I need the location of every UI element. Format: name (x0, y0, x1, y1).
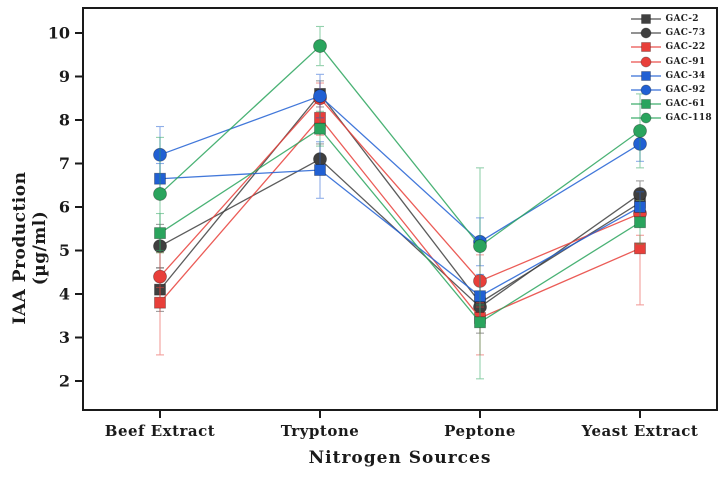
legend-label: GAC-118 (665, 113, 712, 124)
legend: GAC-2 GAC-73 GAC-22 GAC-91 GAC-34 GAC-92 GAC-6… (630, 13, 712, 124)
legend-swatch-circle-icon (630, 112, 661, 124)
legend-swatch-circle-icon (630, 56, 661, 67)
data-point-GAC-61-Yeast Extract (634, 216, 646, 229)
series-line (159, 92, 641, 304)
legend-label: GAC-73 (665, 28, 706, 39)
series-GAC-2 (154, 80, 646, 326)
x-axis-title: Nitrogen Sources (308, 448, 492, 468)
legend-label: GAC-2 (665, 14, 699, 24)
legend-item-GAC-34: GAC-34 (630, 70, 712, 82)
plot-frame (82, 7, 718, 411)
legend-item-GAC-2: GAC-2 (630, 13, 712, 25)
legend-label: GAC-92 (665, 84, 706, 95)
y-tick-label: 10 (48, 24, 70, 43)
series-GAC-91 (153, 82, 647, 308)
legend-item-GAC-91: GAC-91 (630, 56, 712, 68)
series-line (159, 169, 641, 297)
legend-item-GAC-22: GAC-22 (630, 41, 712, 53)
series-line (159, 95, 641, 243)
y-tick-label: 6 (59, 198, 70, 217)
data-point-GAC-91-Beef Extract (153, 269, 167, 284)
y-tick-label: 9 (59, 67, 70, 86)
data-point-GAC-118-Beef Extract (153, 187, 167, 201)
legend-swatch-circle-icon (630, 27, 661, 39)
x-category-label: Beef Extract (105, 422, 215, 440)
series-line (159, 127, 641, 324)
y-tick-label: 7 (59, 154, 70, 173)
legend-swatch-square-icon (630, 99, 661, 109)
legend-item-GAC-118: GAC-118 (630, 112, 712, 124)
data-point-GAC-118-Yeast Extract (633, 123, 647, 138)
legend-item-GAC-61: GAC-61 (630, 98, 712, 110)
y-tick-label: 8 (59, 111, 70, 130)
series-line (159, 45, 641, 248)
y-tick-label: 4 (59, 285, 70, 304)
y-tick-label: 5 (59, 241, 70, 260)
data-point-GAC-118-Peptone (473, 239, 487, 254)
legend-item-GAC-73: GAC-73 (630, 27, 712, 39)
legend-label: GAC-61 (665, 99, 706, 110)
x-category-label: Tryptone (281, 422, 360, 440)
legend-swatch-square-icon (630, 70, 661, 81)
series-GAC-118 (153, 25, 647, 323)
series-line (159, 97, 641, 282)
legend-swatch-square-icon (630, 14, 661, 24)
y-axis-title: IAA Production (µg/ml) (10, 171, 50, 325)
series-line (159, 116, 641, 319)
data-point-GAC-92-Tryptone (313, 89, 327, 103)
legend-label: GAC-91 (665, 56, 706, 67)
x-category-label: Yeast Extract (581, 422, 699, 440)
legend-item-GAC-92: GAC-92 (630, 84, 712, 96)
data-point-GAC-61-Tryptone (314, 122, 326, 135)
legend-label: GAC-34 (665, 70, 706, 81)
series-GAC-73 (153, 143, 647, 334)
legend-swatch-circle-icon (630, 84, 661, 96)
legend-swatch-square-icon (630, 42, 661, 53)
legend-label: GAC-22 (665, 42, 706, 53)
y-tick-label: 2 (59, 372, 70, 391)
series-GAC-92 (153, 73, 647, 267)
data-point-GAC-34-Tryptone (314, 164, 326, 176)
y-tick-label: 3 (59, 328, 70, 347)
data-point-GAC-118-Tryptone (313, 39, 327, 53)
x-category-label: Peptone (444, 422, 516, 440)
series-GAC-22 (154, 99, 646, 356)
